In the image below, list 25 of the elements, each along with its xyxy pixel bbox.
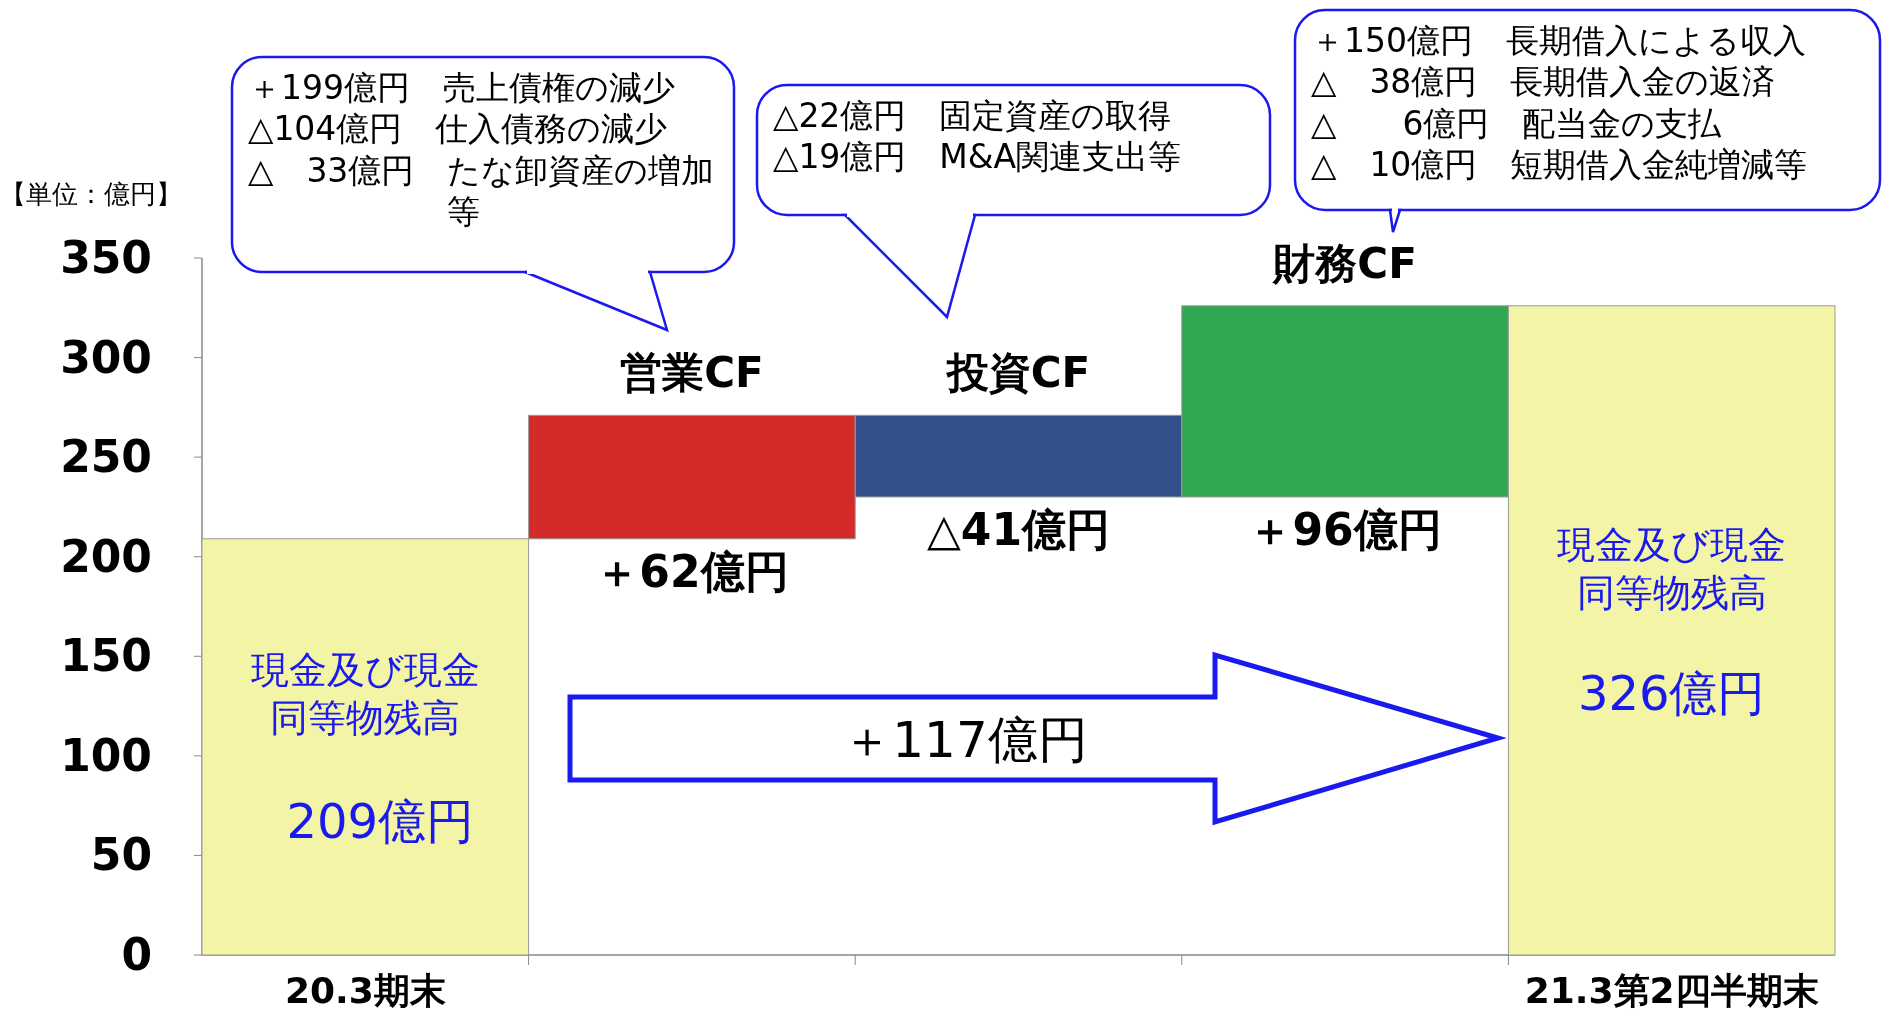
text: 【単位：億円】 (0, 179, 182, 209)
data-label: ＋62億円 (595, 545, 789, 597)
y-tick-label: 100 (60, 729, 152, 781)
x-tick-label: 営業CF (620, 348, 764, 398)
x-tick-label: 投資CF (944, 348, 1091, 398)
y-tick-label: 50 (90, 829, 152, 881)
data-label: △41億円 (926, 503, 1111, 555)
y-tick-label: 250 (60, 431, 152, 483)
x-tick-label: 20.3期末 (284, 970, 446, 1011)
y-tick-label: 150 (60, 630, 152, 682)
x-tick-label: 財務CF (1272, 238, 1417, 288)
data-label: 209億円 (286, 793, 475, 849)
data-label: ＋96億円 (1248, 503, 1442, 555)
annotation: ＋117億円 (842, 711, 1088, 769)
text: ＋199億円 売上債権の減少 △104億円 仕入債務の減少 △ 33億円 たな卸資産の増加等 (248, 68, 715, 231)
data-label: 326億円 (1577, 665, 1766, 721)
x-tick-label: 21.3第2四半期末 (1524, 970, 1819, 1011)
text: ＋150億円 長期借入による収入 △ 38億円 長期借入金の返済 △ 6億円 配当金の支払 △ 10億円 短期借入金純増減等 (1311, 21, 1808, 184)
y-tick-label: 0 (121, 929, 152, 980)
annotation: 現金及び現金同等物残高 (250, 648, 480, 740)
annotation: 現金及び現金同等物残高 (1557, 523, 1787, 615)
y-tick-label: 300 (60, 331, 152, 383)
y-tick-label: 350 (60, 232, 152, 283)
y-tick-label: 200 (60, 530, 152, 582)
text: △22億円 固定資産の取得 △19億円 M&A関連支出等 (773, 96, 1182, 177)
